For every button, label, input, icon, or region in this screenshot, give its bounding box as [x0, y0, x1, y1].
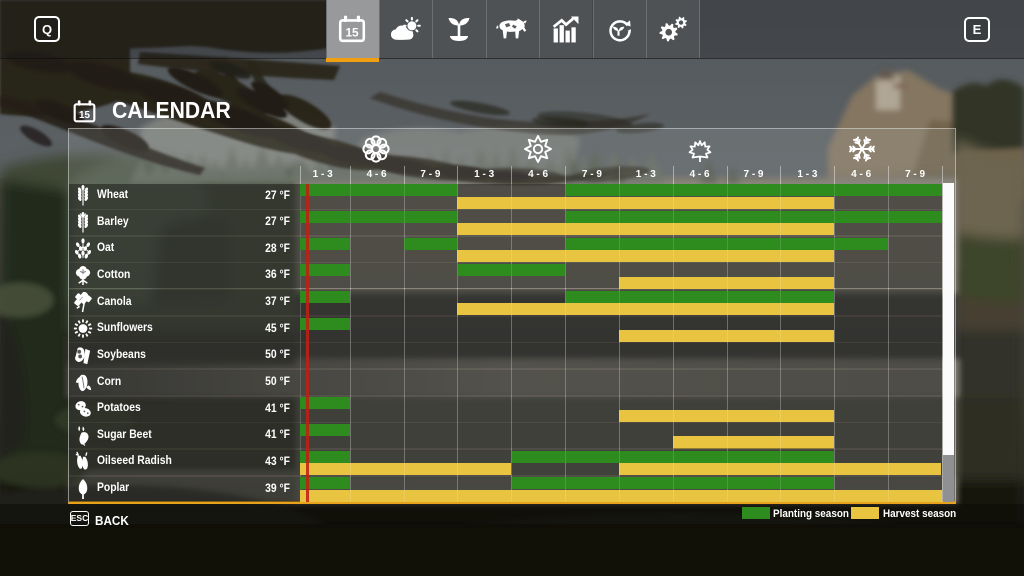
svg-text:15: 15 — [346, 27, 360, 40]
svg-text:15: 15 — [79, 110, 90, 121]
